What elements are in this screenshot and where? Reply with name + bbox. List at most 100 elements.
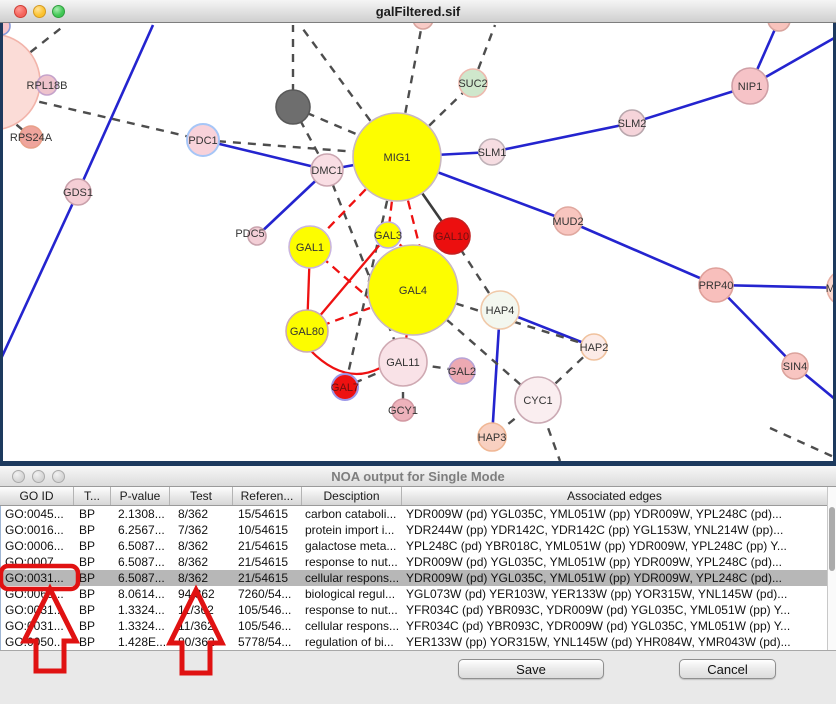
table-cell: YDR009W (pd) YGL035C, YML051W (pp) YDR00… [403, 554, 827, 570]
noa-window-title: NOA output for Single Mode [0, 469, 836, 484]
table-cell: YDR244W (pp) YDR142C, YDR142C (pp) YGL15… [403, 522, 827, 538]
table-row[interactable]: GO:0031...BP6.5087...8/36221/54615cellul… [1, 570, 827, 586]
table-cell: BP [75, 618, 112, 634]
network-node-label-GDS1: GDS1 [63, 187, 93, 199]
table-cell: BP [75, 538, 112, 554]
table-cell: 8/362 [171, 506, 234, 522]
table-cell: 15/54615 [234, 506, 303, 522]
table-cell: BP [75, 586, 112, 602]
table-cell: 105/546... [234, 618, 303, 634]
table-cell: 21/54615 [234, 538, 303, 554]
table-cell: YDR009W (pd) YGL035C, YML051W (pp) YDR00… [403, 506, 827, 522]
column-header-5[interactable]: Desciption [302, 487, 402, 505]
column-header-0[interactable]: GO ID [0, 487, 74, 505]
network-node-top-node-1[interactable] [413, 23, 433, 29]
table-cell: 105/546... [234, 602, 303, 618]
table-cell: BP [75, 570, 112, 586]
table-cell: GO:0031... [1, 570, 75, 586]
table-cell: GO:0065... [1, 586, 75, 602]
network-canvas[interactable]: RPL18BRPS24AGDS1PDC1DMC1MIG1SUC2SLM1SLM2… [0, 23, 836, 461]
network-node-label-PDC5: PDC5 [235, 228, 264, 240]
table-cell: YDR009W (pd) YGL035C, YML051W (pp) YDR00… [403, 570, 827, 586]
table-cell: 21/54615 [234, 554, 303, 570]
noa-window-titlebar[interactable]: NOA output for Single Mode [0, 466, 836, 487]
table-cell: GO:0006... [1, 538, 75, 554]
table-cell: GO:0045... [1, 506, 75, 522]
column-header-4[interactable]: Referen... [233, 487, 302, 505]
column-header-1[interactable]: T... [74, 487, 111, 505]
scrollbar-thumb[interactable] [829, 507, 835, 571]
table-scrollbar[interactable] [827, 487, 836, 650]
network-edge[interactable] [770, 428, 836, 458]
table-row[interactable]: GO:0007...BP6.5087...8/36221/54615respon… [1, 554, 827, 570]
network-edge[interactable] [492, 123, 632, 152]
network-edge[interactable] [310, 350, 380, 374]
network-edge[interactable] [716, 285, 836, 288]
network-node-label-GAL7: GAL7 [331, 382, 359, 394]
table-cell: BP [75, 506, 112, 522]
table-cell: GO:0007... [1, 554, 75, 570]
cancel-button[interactable]: Cancel [679, 659, 776, 679]
noa-output-window: NOA output for Single Mode GO IDT...P-va… [0, 466, 836, 704]
table-cell: 8/362 [171, 538, 234, 554]
table-cell: 1.3324... [112, 602, 171, 618]
network-window: galFiltered.sif RPL18BRPS24AGDS1PDC1DMC1… [0, 0, 836, 466]
network-node-label-RPL18B: RPL18B [27, 80, 68, 92]
table-row[interactable]: GO:0045...BP2.1308...8/36215/54615carbon… [1, 506, 827, 522]
network-node-label-PRP40: PRP40 [699, 280, 734, 292]
table-cell: carbon cataboli... [303, 506, 403, 522]
network-node-label-GAL4: GAL4 [399, 285, 427, 297]
network-node-gray-node[interactable] [276, 90, 310, 124]
table-cell: 6.5087... [112, 554, 171, 570]
table-cell: 11/362 [171, 602, 234, 618]
table-cell: YFR034C (pd) YBR093C, YDR009W (pd) YGL03… [403, 602, 827, 618]
table-cell: 94/362 [171, 586, 234, 602]
network-edge[interactable] [0, 192, 78, 361]
table-cell: response to nut... [303, 602, 403, 618]
table-row[interactable]: GO:0031...BP1.3324...11/362105/546...res… [1, 602, 827, 618]
network-node-label-GAL11: GAL11 [386, 357, 419, 369]
network-node-label-CYC1: CYC1 [523, 395, 552, 407]
network-window-titlebar[interactable]: galFiltered.sif [0, 0, 836, 23]
window-border [0, 23, 3, 466]
table-cell: GO:0050... [1, 634, 75, 650]
network-node-label-GAL3: GAL3 [374, 230, 402, 242]
table-cell: GO:0016... [1, 522, 75, 538]
table-cell: BP [75, 602, 112, 618]
table-cell: 5778/54... [234, 634, 303, 650]
network-node-label-HAP4: HAP4 [486, 305, 515, 317]
table-cell: cellular respons... [303, 618, 403, 634]
table-cell: GO:0031... [1, 602, 75, 618]
table-row[interactable]: GO:0016...BP6.2567...7/36210/54615protei… [1, 522, 827, 538]
table-cell: 1.3324... [112, 618, 171, 634]
table-cell: 2.1308... [112, 506, 171, 522]
table-cell: BP [75, 634, 112, 650]
table-cell: protein import i... [303, 522, 403, 538]
table-cell: 7/362 [171, 522, 234, 538]
table-row[interactable]: GO:0031...BP1.3324...11/362105/546...cel… [1, 618, 827, 634]
table-cell: YGL073W (pd) YER103W, YER133W (pp) YOR31… [403, 586, 827, 602]
network-edge[interactable] [78, 25, 153, 192]
network-node-label-HAP3: HAP3 [478, 432, 507, 444]
table-header: GO IDT...P-valueTestReferen...Desciption… [0, 487, 827, 506]
table-row[interactable]: GO:0050...BP1.428E...80/3625778/54...reg… [1, 634, 827, 650]
table-row[interactable]: GO:0065...BP8.0614...94/3627260/54...bio… [1, 586, 827, 602]
network-window-title: galFiltered.sif [0, 4, 836, 19]
column-header-3[interactable]: Test [170, 487, 233, 505]
table-cell: 1.428E... [112, 634, 171, 650]
go-term-table[interactable]: GO:0045...BP2.1308...8/36215/54615carbon… [0, 506, 827, 650]
column-header-6[interactable]: Associated edges [402, 487, 827, 505]
save-button[interactable]: Save [458, 659, 604, 679]
screen: galFiltered.sif RPL18BRPS24AGDS1PDC1DMC1… [0, 0, 836, 704]
network-edge[interactable] [568, 221, 716, 285]
table-row[interactable]: GO:0006...BP6.5087...8/36221/54615galact… [1, 538, 827, 554]
table-cell: BP [75, 554, 112, 570]
network-node-label-GAL1: GAL1 [296, 242, 324, 254]
network-node-top-node-2[interactable] [768, 23, 790, 31]
network-node-label-MIG1: MIG1 [384, 152, 411, 164]
table-cell: 6.5087... [112, 570, 171, 586]
table-cell: 8/362 [171, 570, 234, 586]
column-header-2[interactable]: P-value [111, 487, 170, 505]
network-node-label-SIN4: SIN4 [783, 361, 807, 373]
table-cell: 11/362 [171, 618, 234, 634]
